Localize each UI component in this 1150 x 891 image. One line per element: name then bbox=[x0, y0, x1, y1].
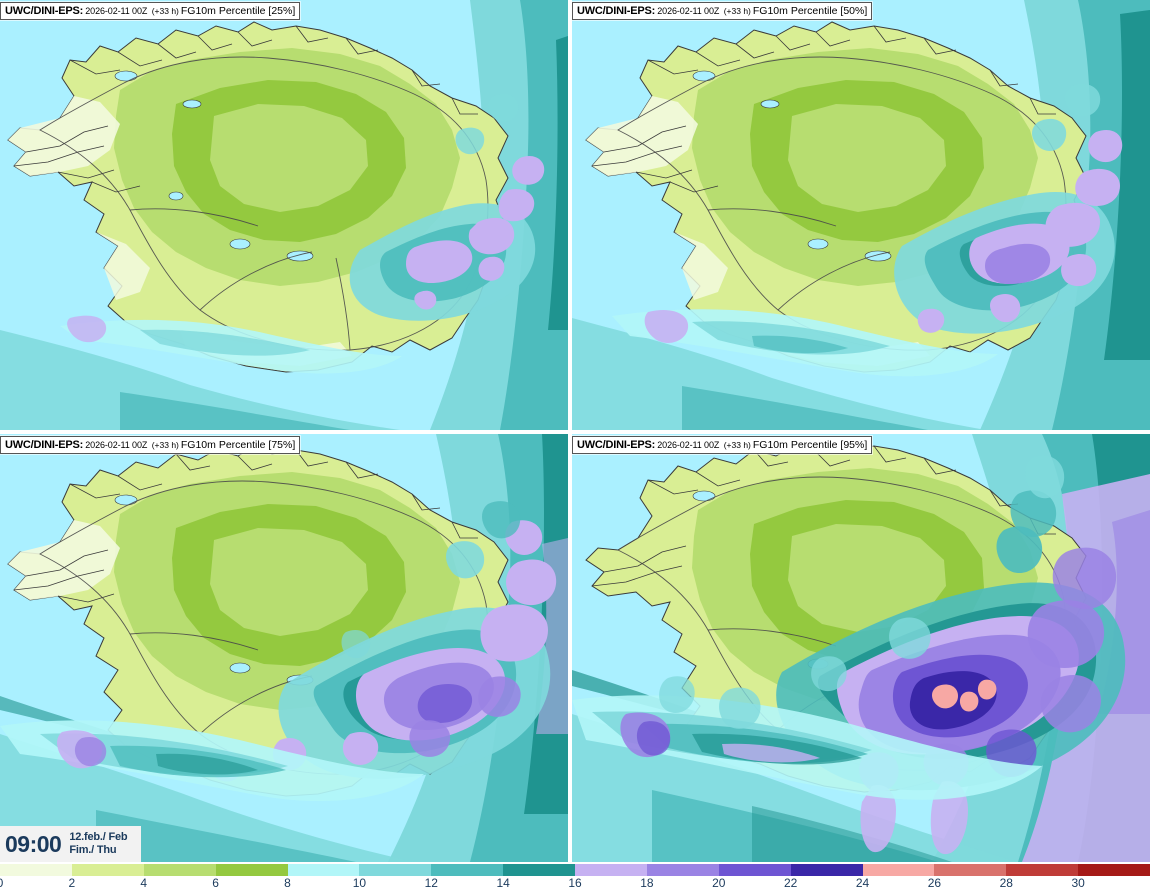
colorbar-segment bbox=[646, 864, 719, 876]
colorbar-segment bbox=[934, 864, 1007, 876]
colorbar-segment bbox=[1006, 864, 1079, 876]
colorbar-tick: 24 bbox=[855, 876, 870, 890]
panel-model-label: UWC/DINI-EPS bbox=[577, 439, 652, 451]
colorbar-tick: 10 bbox=[352, 876, 367, 890]
colorbar-segment bbox=[862, 864, 935, 876]
colorbar-segment bbox=[1078, 864, 1150, 876]
forecast-panel-percentile-50[interactable]: UWC/DINI-EPS: 2026-02-11 00Z (+33 h) FG10m… bbox=[572, 0, 1150, 430]
colorbar-tick: 4 bbox=[140, 876, 148, 890]
panel-separator: : bbox=[651, 439, 656, 451]
colorbar-segment bbox=[287, 864, 360, 876]
colorbar-segment bbox=[359, 864, 432, 876]
colorbar-tick: 0 bbox=[0, 876, 3, 890]
panel-lead-label: (+33 h) bbox=[723, 440, 751, 450]
map-image-percentile-25 bbox=[0, 0, 568, 430]
colorbar-segment bbox=[0, 864, 72, 876]
colorbar-segment bbox=[575, 864, 647, 876]
colorbar-tick: 30 bbox=[1071, 876, 1085, 890]
colorbar-segment bbox=[431, 864, 504, 876]
panel-field-label: FG10m Percentile [25%] bbox=[180, 5, 296, 17]
colorbar-tick: 2 bbox=[68, 876, 76, 890]
panel-separator: : bbox=[79, 5, 84, 17]
panel-lead-label: (+33 h) bbox=[723, 6, 751, 16]
panel-lead-label: (+33 h) bbox=[151, 440, 179, 450]
panel-separator: : bbox=[79, 439, 84, 451]
colorbar-tick: 6 bbox=[212, 876, 219, 890]
colorbar-tick: 26 bbox=[927, 876, 942, 890]
panel-model-label: UWC/DINI-EPS bbox=[5, 5, 80, 17]
colorbar-tick: 20 bbox=[712, 876, 726, 890]
panel-field-label: FG10m Percentile [50%] bbox=[752, 5, 868, 17]
valid-time-clock: 09:00 bbox=[5, 830, 62, 857]
colorbar-tick: 12 bbox=[424, 876, 438, 890]
colorbar-segment bbox=[143, 864, 216, 876]
colorbar-tick: 8 bbox=[284, 876, 291, 890]
panel-field-label: FG10m Percentile [95%] bbox=[752, 439, 868, 451]
valid-date-line2: Fim./ Thu bbox=[69, 844, 117, 856]
panel-grid: UWC/DINI-EPS: 2026-02-11 00Z (+33 h) FG10m… bbox=[0, 0, 1150, 862]
forecast-panel-percentile-95[interactable]: UWC/DINI-EPS: 2026-02-11 00Z (+33 h) FG10m… bbox=[572, 434, 1150, 862]
colorbar-segment bbox=[71, 864, 144, 876]
panel-title-percentile-50: UWC/DINI-EPS: 2026-02-11 00Z (+33 h) FG10m… bbox=[572, 2, 873, 20]
colorbar-tick: 22 bbox=[783, 876, 798, 890]
panel-field-label: FG10m Percentile [75%] bbox=[180, 439, 296, 451]
colorbar-segment bbox=[790, 864, 863, 876]
panel-lead-label: (+33 h) bbox=[151, 6, 179, 16]
forecast-panel-percentile-75[interactable]: UWC/DINI-EPS: 2026-02-11 00Z (+33 h) FG10m… bbox=[0, 434, 568, 862]
colorbar-tick: 28 bbox=[999, 876, 1013, 890]
colorbar-segment bbox=[215, 864, 288, 876]
map-image-percentile-95 bbox=[572, 434, 1150, 862]
map-image-percentile-75 bbox=[0, 434, 568, 862]
panel-run-label: 2026-02-11 00Z bbox=[657, 6, 720, 16]
panel-title-percentile-95: UWC/DINI-EPS: 2026-02-11 00Z (+33 h) FG10m… bbox=[572, 436, 873, 454]
colorbar-tick-labels: 024681012141618202224262830 bbox=[0, 876, 1150, 891]
panel-model-label: UWC/DINI-EPS bbox=[5, 439, 80, 451]
valid-date-block: 12.feb./ Feb Fim./ Thu bbox=[61, 831, 127, 857]
colorbar-tick: 18 bbox=[640, 876, 654, 890]
valid-date-line1: 12.feb./ Feb bbox=[69, 831, 128, 843]
panel-run-label: 2026-02-11 00Z bbox=[85, 440, 148, 450]
colorbar-tick: 16 bbox=[568, 876, 582, 890]
colorbar-tick: 14 bbox=[496, 876, 510, 890]
colorbar-legend: 024681012141618202224262830 bbox=[0, 862, 1150, 891]
colorbar-strip[interactable] bbox=[0, 864, 1150, 876]
valid-time-box: 09:00 12.feb./ Feb Fim./ Thu bbox=[0, 826, 141, 862]
panel-run-label: 2026-02-11 00Z bbox=[85, 6, 148, 16]
panel-model-label: UWC/DINI-EPS bbox=[577, 5, 652, 17]
colorbar-segment bbox=[718, 864, 791, 876]
panel-run-label: 2026-02-11 00Z bbox=[657, 440, 720, 450]
colorbar-segment bbox=[503, 864, 575, 876]
map-image-percentile-50 bbox=[572, 0, 1150, 430]
panel-title-percentile-25: UWC/DINI-EPS: 2026-02-11 00Z (+33 h) FG10m… bbox=[0, 2, 301, 20]
forecast-panel-percentile-25[interactable]: UWC/DINI-EPS: 2026-02-11 00Z (+33 h) FG10m… bbox=[0, 0, 568, 430]
panel-separator: : bbox=[651, 5, 656, 17]
panel-title-percentile-75: UWC/DINI-EPS: 2026-02-11 00Z (+33 h) FG10m… bbox=[0, 436, 301, 454]
